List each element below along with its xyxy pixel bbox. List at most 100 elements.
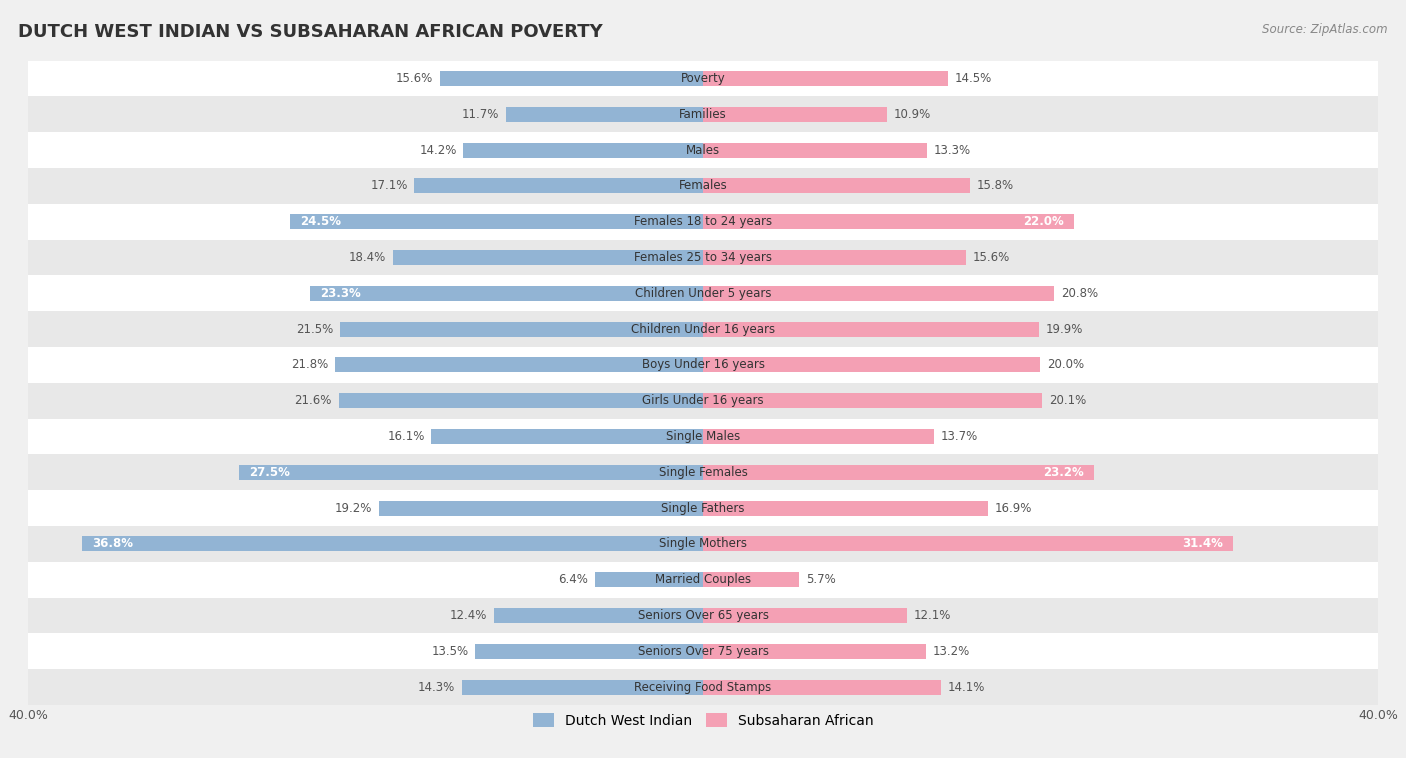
Text: Source: ZipAtlas.com: Source: ZipAtlas.com	[1263, 23, 1388, 36]
Text: Seniors Over 65 years: Seniors Over 65 years	[637, 609, 769, 622]
Text: 14.1%: 14.1%	[948, 681, 986, 694]
Bar	[28, 132, 1378, 168]
Bar	[28, 562, 1378, 597]
Text: 14.2%: 14.2%	[419, 143, 457, 157]
Bar	[703, 393, 1042, 409]
Bar	[506, 107, 703, 122]
Text: 21.5%: 21.5%	[297, 323, 333, 336]
Bar	[28, 418, 1378, 454]
Bar	[703, 215, 1074, 229]
Text: Single Males: Single Males	[666, 430, 740, 443]
Bar	[464, 143, 703, 158]
Text: Females 18 to 24 years: Females 18 to 24 years	[634, 215, 772, 228]
Bar	[494, 608, 703, 623]
Bar	[461, 679, 703, 694]
Bar	[82, 537, 703, 551]
Text: 22.0%: 22.0%	[1024, 215, 1064, 228]
Text: Seniors Over 75 years: Seniors Over 75 years	[637, 645, 769, 658]
Bar	[703, 286, 1054, 301]
Text: 5.7%: 5.7%	[806, 573, 835, 586]
Text: Single Fathers: Single Fathers	[661, 502, 745, 515]
Bar	[28, 454, 1378, 490]
Text: 36.8%: 36.8%	[93, 537, 134, 550]
Bar	[703, 178, 970, 193]
Text: Females 25 to 34 years: Females 25 to 34 years	[634, 251, 772, 264]
Text: Receiving Food Stamps: Receiving Food Stamps	[634, 681, 772, 694]
Text: 13.2%: 13.2%	[932, 645, 970, 658]
Bar	[28, 634, 1378, 669]
Bar	[703, 250, 966, 265]
Bar	[703, 644, 925, 659]
Text: 13.7%: 13.7%	[941, 430, 979, 443]
Bar	[380, 500, 703, 515]
Text: 19.9%: 19.9%	[1046, 323, 1083, 336]
Text: 20.1%: 20.1%	[1049, 394, 1085, 407]
Text: Poverty: Poverty	[681, 72, 725, 85]
Text: 20.0%: 20.0%	[1047, 359, 1084, 371]
Bar	[703, 429, 934, 444]
Text: 12.4%: 12.4%	[450, 609, 486, 622]
Text: 10.9%: 10.9%	[894, 108, 931, 121]
Bar	[703, 537, 1233, 551]
Bar	[703, 679, 941, 694]
Text: 20.8%: 20.8%	[1060, 287, 1098, 300]
Text: 21.6%: 21.6%	[294, 394, 332, 407]
Text: 13.5%: 13.5%	[432, 645, 468, 658]
Text: 24.5%: 24.5%	[299, 215, 340, 228]
Text: DUTCH WEST INDIAN VS SUBSAHARAN AFRICAN POVERTY: DUTCH WEST INDIAN VS SUBSAHARAN AFRICAN …	[18, 23, 603, 41]
Bar	[703, 608, 907, 623]
Bar	[415, 178, 703, 193]
Text: Children Under 5 years: Children Under 5 years	[634, 287, 772, 300]
Bar	[28, 240, 1378, 275]
Bar	[28, 312, 1378, 347]
Bar	[703, 143, 928, 158]
Legend: Dutch West Indian, Subsaharan African: Dutch West Indian, Subsaharan African	[527, 707, 879, 734]
Text: Boys Under 16 years: Boys Under 16 years	[641, 359, 765, 371]
Text: 19.2%: 19.2%	[335, 502, 373, 515]
Text: Families: Families	[679, 108, 727, 121]
Text: 12.1%: 12.1%	[914, 609, 952, 622]
Bar	[440, 71, 703, 86]
Text: Married Couples: Married Couples	[655, 573, 751, 586]
Bar	[703, 321, 1039, 337]
Bar	[703, 107, 887, 122]
Text: 15.6%: 15.6%	[973, 251, 1010, 264]
Text: 16.1%: 16.1%	[387, 430, 425, 443]
Text: 23.2%: 23.2%	[1043, 465, 1084, 479]
Bar	[595, 572, 703, 587]
Bar	[28, 526, 1378, 562]
Bar	[392, 250, 703, 265]
Bar	[28, 275, 1378, 312]
Bar	[703, 71, 948, 86]
Text: 13.3%: 13.3%	[934, 143, 972, 157]
Text: 21.8%: 21.8%	[291, 359, 329, 371]
Text: 14.3%: 14.3%	[418, 681, 456, 694]
Text: Single Females: Single Females	[658, 465, 748, 479]
Text: Single Mothers: Single Mothers	[659, 537, 747, 550]
Bar	[28, 61, 1378, 96]
Bar	[432, 429, 703, 444]
Bar	[703, 500, 988, 515]
Text: 6.4%: 6.4%	[558, 573, 588, 586]
Text: Females: Females	[679, 180, 727, 193]
Text: 18.4%: 18.4%	[349, 251, 385, 264]
Bar	[290, 215, 703, 229]
Text: 16.9%: 16.9%	[995, 502, 1032, 515]
Bar	[28, 204, 1378, 240]
Bar	[475, 644, 703, 659]
Bar	[28, 168, 1378, 204]
Bar	[28, 669, 1378, 705]
Text: Children Under 16 years: Children Under 16 years	[631, 323, 775, 336]
Text: Males: Males	[686, 143, 720, 157]
Bar	[335, 357, 703, 372]
Bar	[703, 572, 799, 587]
Bar	[309, 286, 703, 301]
Bar	[28, 597, 1378, 634]
Bar	[703, 357, 1040, 372]
Text: 14.5%: 14.5%	[955, 72, 991, 85]
Text: 17.1%: 17.1%	[370, 180, 408, 193]
Bar	[28, 383, 1378, 418]
Text: 31.4%: 31.4%	[1182, 537, 1223, 550]
Text: 15.8%: 15.8%	[976, 180, 1014, 193]
Bar	[340, 321, 703, 337]
